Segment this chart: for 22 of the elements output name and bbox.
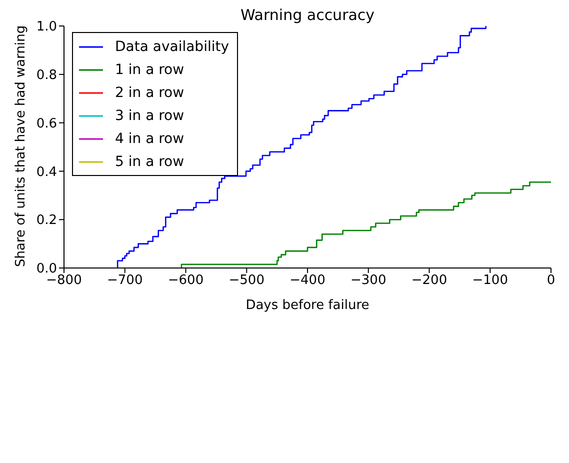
legend-label: 5 in a row (115, 154, 184, 170)
x-tick-label: −100 (472, 273, 508, 288)
x-tick-label: −700 (107, 273, 143, 288)
legend-label: 1 in a row (115, 62, 184, 78)
chart-title: Warning accuracy (239, 6, 376, 24)
x-tick-label: −400 (290, 273, 326, 288)
y-axis-title: Share of units that have had warning (14, 25, 29, 267)
x-tick-label: −500 (228, 273, 264, 288)
y-tick-label: 0.2 (36, 213, 57, 228)
legend-label: Data availability (115, 38, 230, 54)
y-tick-label: 0.6 (36, 116, 57, 132)
legend-label: 2 in a row (115, 84, 184, 100)
y-tick-label: 0.8 (36, 68, 57, 84)
legend-label: 3 in a row (115, 108, 184, 124)
x-tick-label: 0 (546, 273, 556, 288)
x-axis-title: Days before failure (246, 298, 370, 313)
legend-label: 4 in a row (115, 130, 184, 146)
x-tick-label: −600 (168, 273, 204, 288)
x-tick-label: −300 (350, 273, 386, 288)
y-tick-label: 0.4 (36, 164, 57, 180)
y-tick-label: 1.0 (36, 20, 57, 35)
x-tick-label: −200 (411, 273, 448, 288)
